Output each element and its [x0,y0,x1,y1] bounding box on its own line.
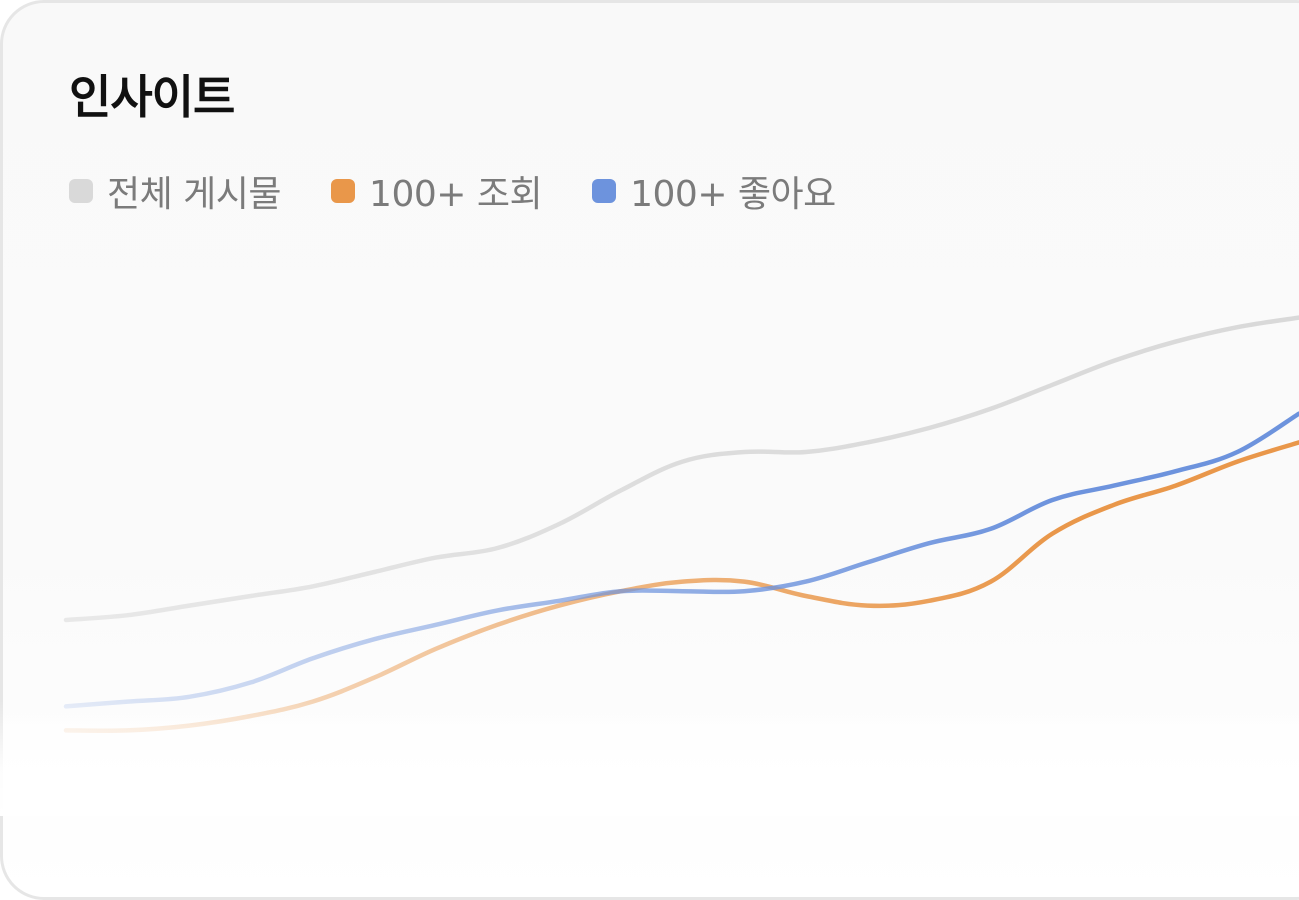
legend-label-100-views: 100+ 조회 [369,174,543,215]
card-title: 인사이트 [69,70,235,124]
legend-swatch-100-likes [592,179,617,203]
legend-item-100-views[interactable]: 100+ 조회 [331,165,543,217]
chart-legend: 전체 게시물 100+ 조회 100+ 좋아요 [69,169,886,215]
insights-line-chart [63,315,1299,734]
legend-item-all-posts[interactable]: 전체 게시물 [69,165,282,217]
legend-label-100-likes: 100+ 좋아요 [630,174,836,215]
legend-item-100-likes[interactable]: 100+ 좋아요 [592,165,836,217]
legend-swatch-100-views [331,179,356,203]
legend-label-all-posts: 전체 게시물 [107,174,282,215]
legend-swatch-all-posts [69,179,93,203]
series-layer [63,315,1299,734]
series-line-100-likes [63,411,1299,709]
series-line-all-posts [63,315,1299,623]
